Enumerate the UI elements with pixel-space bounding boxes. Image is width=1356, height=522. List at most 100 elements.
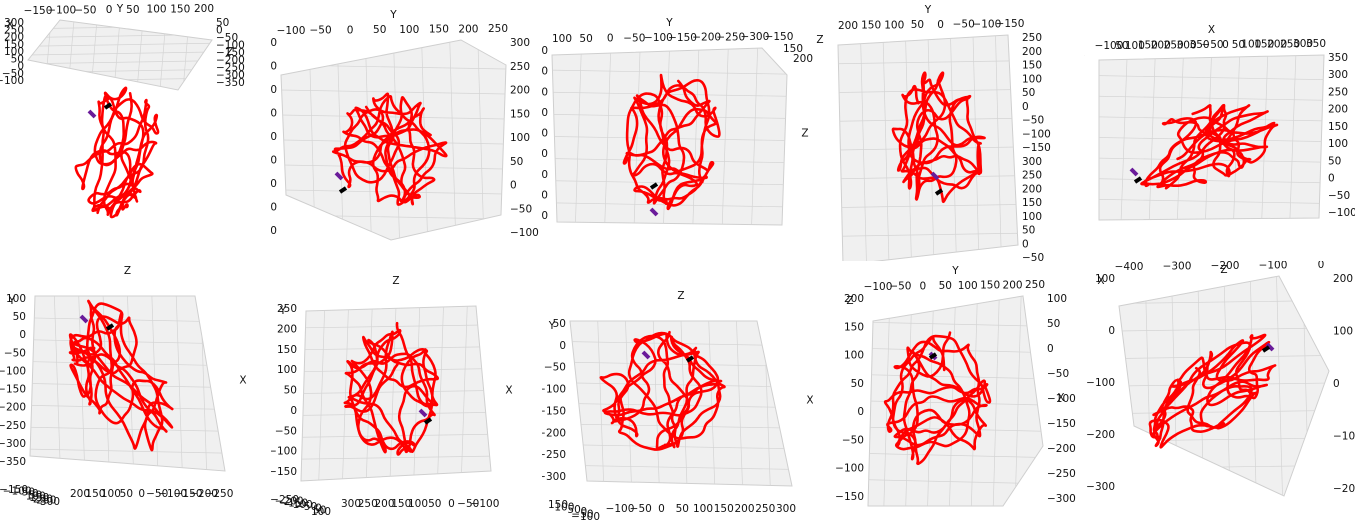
tick-label: 0 bbox=[19, 329, 26, 341]
tick-label: −50 bbox=[889, 281, 911, 293]
tick-label: 50 bbox=[29, 489, 42, 501]
tick-label: −100 bbox=[972, 18, 1001, 30]
start-marker bbox=[418, 408, 428, 418]
tick-label: −50 bbox=[271, 225, 277, 237]
tick-label: 200 bbox=[194, 3, 214, 15]
tick-label: 100 bbox=[1022, 73, 1042, 85]
axes-pane bbox=[569, 320, 793, 487]
tick-label: −100 bbox=[0, 75, 24, 87]
tick-label: −150 bbox=[542, 405, 566, 417]
tick-label: 100 bbox=[1047, 293, 1067, 305]
tick-label: 150 bbox=[510, 108, 530, 120]
tick-label: 0 bbox=[1333, 378, 1340, 390]
tick-label: 0 bbox=[510, 180, 517, 192]
tick-label: −100 bbox=[542, 384, 566, 396]
tick-label: 300 bbox=[341, 498, 361, 510]
tick-label: 0 bbox=[290, 405, 297, 417]
tick-label: 100 bbox=[1333, 326, 1353, 338]
tick-label: −250 bbox=[216, 62, 245, 74]
axis-title: Y bbox=[116, 3, 124, 15]
chart-panel: 200 150 100 50 0 −50 −100 −150 250 200 150 100 50 0 −5… bbox=[813, 0, 1084, 261]
chain-curve bbox=[68, 299, 174, 452]
tick-label: 100 bbox=[4, 46, 24, 58]
tick-label: 300 bbox=[510, 37, 530, 49]
axis-title: X bbox=[1097, 275, 1104, 287]
end-marker bbox=[423, 417, 433, 425]
tick-label: 0 bbox=[542, 169, 548, 181]
tick-label: 250 bbox=[488, 23, 508, 35]
chart-svg: −100−50 0 50 100 150 200 250200150100500−50−10… bbox=[835, 265, 1076, 507]
tick-label: −200 bbox=[692, 32, 721, 44]
tick-label: 250 bbox=[277, 303, 297, 315]
tick-label: 100 bbox=[147, 4, 167, 16]
tick-label: 300 bbox=[1328, 69, 1348, 81]
tick-label: −150 bbox=[24, 5, 53, 17]
end-marker bbox=[1261, 345, 1271, 353]
tick-label: 50 bbox=[313, 504, 326, 516]
tick-label: −50 bbox=[146, 488, 168, 500]
start-marker bbox=[79, 314, 89, 324]
chart-panel: 100 50 0 −50 −100 −150 −200 −250 −300 −350 200 150 1… bbox=[0, 261, 271, 522]
axis-title: Z bbox=[846, 295, 853, 307]
tick-label: 200 bbox=[1022, 183, 1042, 195]
tick-label: −100 bbox=[1047, 393, 1076, 405]
chain-curve bbox=[883, 331, 992, 466]
tick-label: 0 bbox=[32, 488, 39, 500]
tick-label: −50 bbox=[623, 32, 645, 44]
tick-label: −100 bbox=[1095, 40, 1124, 52]
tick-label: −100 bbox=[1259, 261, 1288, 272]
tick-label: 50 bbox=[1232, 39, 1245, 51]
tick-label: 250 bbox=[271, 84, 277, 96]
tick-label: 350 bbox=[271, 37, 277, 49]
tick-label: 50 bbox=[579, 33, 592, 45]
tick-label: 150 bbox=[85, 488, 105, 500]
tick-label: −100 bbox=[47, 5, 76, 17]
end-marker bbox=[928, 352, 938, 360]
tick-label: 50 bbox=[676, 503, 689, 515]
tick-label: −50 bbox=[1047, 368, 1069, 380]
chart-svg: 250200150100500−50−100−15030025020015010… bbox=[271, 275, 513, 518]
tick-label: 200 bbox=[510, 85, 530, 97]
tick-label: 250 bbox=[1328, 86, 1348, 98]
tick-label: −100 bbox=[471, 498, 500, 510]
tick-label: −350 bbox=[0, 456, 26, 468]
tick-label: −50 bbox=[1022, 115, 1044, 127]
tick-label: 250 bbox=[1022, 32, 1042, 44]
axis-title: Y bbox=[951, 265, 959, 277]
axis-title: Y bbox=[8, 295, 16, 307]
tick-label: 200 bbox=[33, 493, 53, 505]
tick-label: 0 bbox=[347, 24, 354, 36]
tick-label: 200 bbox=[1151, 40, 1171, 52]
tick-label: 50 bbox=[1022, 87, 1035, 99]
tick-label: 250 bbox=[4, 24, 24, 36]
end-marker bbox=[105, 323, 115, 331]
tick-label: 250 bbox=[1025, 279, 1045, 291]
tick-label: 150 bbox=[1328, 121, 1348, 133]
tick-label: 0 bbox=[17, 61, 24, 73]
chart-svg: 100500−50−100−150−200−250−300−3502001501… bbox=[0, 265, 247, 508]
tick-label: 200 bbox=[1022, 46, 1042, 58]
tick-label: −100 bbox=[271, 446, 297, 458]
tick-label: 200 bbox=[70, 488, 90, 500]
tick-label: −400 bbox=[1115, 261, 1144, 273]
tick-label: 50 bbox=[1328, 155, 1341, 167]
tick-label: 100 bbox=[277, 364, 297, 376]
tick-label: 0 bbox=[607, 33, 614, 45]
end-marker bbox=[649, 182, 659, 190]
tick-label: 100 bbox=[1022, 211, 1042, 223]
tick-label: −100 bbox=[571, 511, 600, 522]
tick-label: 200 bbox=[793, 53, 813, 65]
tick-label: 150 bbox=[548, 499, 568, 511]
tick-label: 200 bbox=[1003, 279, 1023, 291]
tick-label: −100 bbox=[1328, 207, 1355, 219]
axis-title: X bbox=[1208, 24, 1215, 36]
tick-label: 150 bbox=[1254, 39, 1274, 51]
tick-label: 300 bbox=[1293, 38, 1313, 50]
tick-label: −50 bbox=[309, 25, 331, 37]
tick-label: −150 bbox=[174, 488, 203, 500]
tick-label: 150 bbox=[29, 492, 49, 504]
start-marker bbox=[1129, 167, 1139, 177]
tick-label: 50 bbox=[567, 504, 580, 516]
tick-label: −50 bbox=[457, 498, 479, 510]
